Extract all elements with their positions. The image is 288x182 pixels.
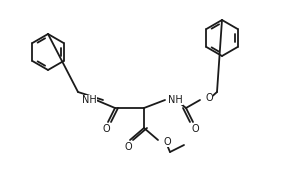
Text: O: O xyxy=(191,124,199,134)
Text: NH: NH xyxy=(168,95,183,105)
Text: O: O xyxy=(163,137,170,147)
Text: O: O xyxy=(205,93,213,103)
Text: O: O xyxy=(124,142,132,152)
Text: NH: NH xyxy=(82,95,97,105)
Text: O: O xyxy=(102,124,110,134)
